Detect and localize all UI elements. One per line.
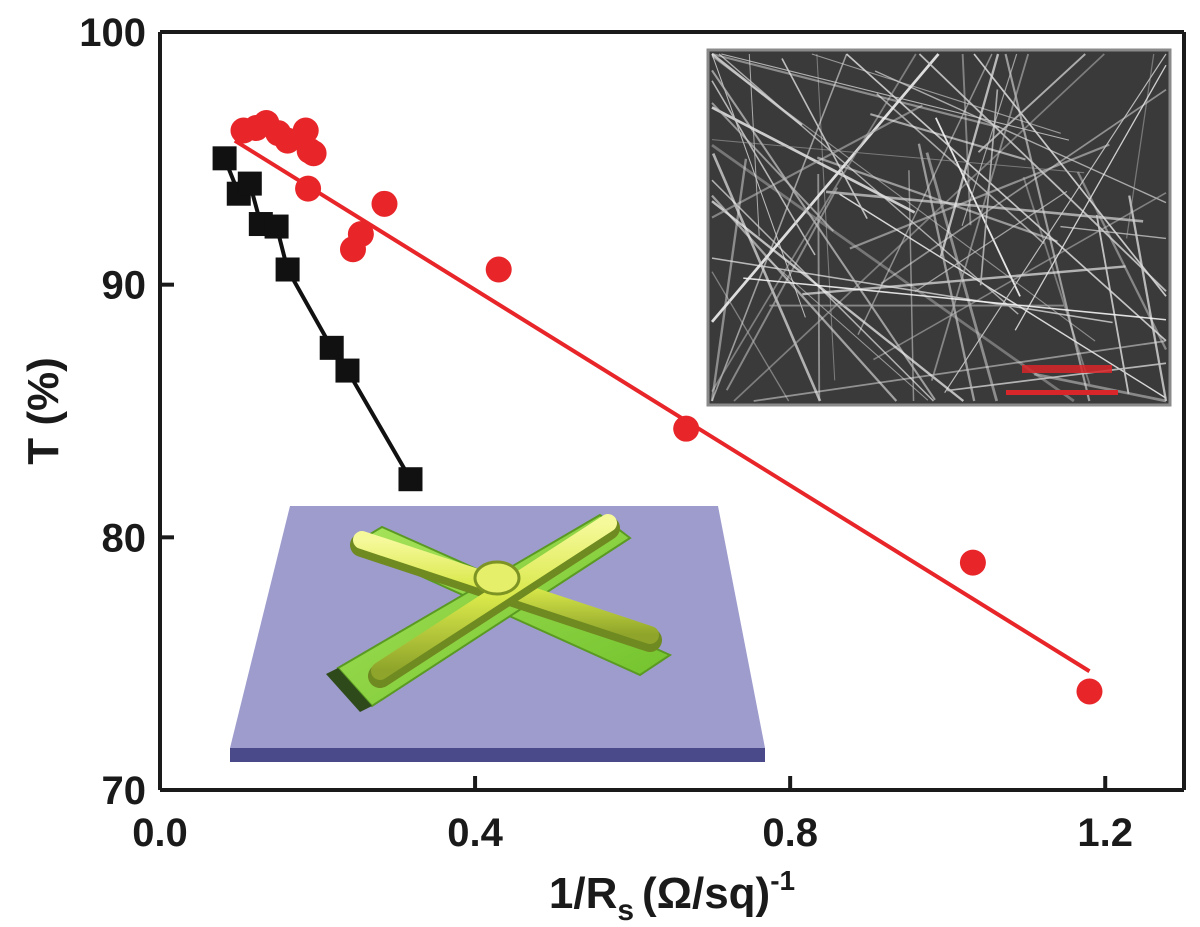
y-axis-ticks: 70 80 90 100 <box>79 11 174 813</box>
nanowire <box>918 53 1167 292</box>
nanowire <box>711 102 835 232</box>
nanowire <box>816 53 836 381</box>
nanowire <box>977 53 1086 153</box>
base-strip-shadow <box>326 668 372 712</box>
series-0-point <box>237 171 262 196</box>
substrate-side <box>230 748 765 762</box>
sem-inset <box>706 48 1172 407</box>
nanowire-b-highlight <box>371 514 617 680</box>
nanowire <box>711 143 1075 403</box>
series-0-point <box>398 467 423 492</box>
y-axis-title: T (%) <box>19 357 68 465</box>
scale-bar <box>1006 390 1118 395</box>
nanowire <box>811 53 1061 134</box>
series-0-point <box>335 358 360 383</box>
series-0-point <box>264 214 289 239</box>
nanowire <box>839 193 1167 399</box>
nanowire <box>914 190 1068 293</box>
x-axis-title-unit: (Ω/sq) <box>642 869 770 918</box>
nanowire <box>880 88 1167 285</box>
plot-frame <box>158 30 1186 792</box>
y-tick-label: 80 <box>102 516 147 560</box>
nanowire <box>718 53 1019 315</box>
nanowire <box>1095 214 1130 395</box>
nanowire <box>748 53 760 237</box>
nanowire <box>711 52 1000 129</box>
nanowire <box>711 106 916 214</box>
nanowire <box>870 113 1026 161</box>
nanowire <box>711 80 816 256</box>
nanowire-network <box>710 52 1168 403</box>
nanowire <box>711 104 923 219</box>
nanowire <box>711 139 1085 174</box>
nanowire <box>1060 225 1167 240</box>
x-axis-title-exponent: -1 <box>770 865 795 896</box>
nanowire <box>825 190 1144 223</box>
y-tick-label: 90 <box>102 264 147 308</box>
x-axis-title-subscript: s <box>617 894 634 927</box>
x-tick-label: 1.2 <box>1077 811 1133 855</box>
series-1-point <box>347 221 374 248</box>
nanowire <box>711 200 965 402</box>
nanowire <box>710 158 748 402</box>
nanowire <box>711 53 806 318</box>
nanowire <box>1128 195 1168 402</box>
nanowire <box>711 194 898 402</box>
nanowire <box>961 53 1018 226</box>
series-1-point <box>295 175 322 202</box>
x-tick-label: 0.4 <box>447 811 503 855</box>
nanowire <box>947 362 1167 392</box>
series-0-point <box>275 257 300 282</box>
series-1-fit-line <box>233 138 1091 673</box>
junction-schematic-inset <box>230 506 765 762</box>
series-1-point <box>1076 678 1103 705</box>
nanowire <box>711 153 822 402</box>
nanowire <box>961 53 972 226</box>
y-tick-label: 100 <box>79 11 146 55</box>
nanowire <box>1034 372 1167 403</box>
nanowire <box>816 156 1058 243</box>
x-tick-label: 0.0 <box>132 811 188 855</box>
nanowire <box>930 53 1030 381</box>
series-1-point <box>673 415 700 442</box>
nanowire <box>1014 64 1167 331</box>
scale-bar-label <box>1022 365 1112 373</box>
series-1-point <box>485 256 512 283</box>
y-tick-label: 70 <box>102 769 147 813</box>
junction-weld <box>473 560 521 596</box>
nanowire <box>1076 171 1168 351</box>
nanowire <box>1125 53 1155 239</box>
nanowire <box>781 58 868 220</box>
series-1-point <box>300 140 327 167</box>
nanowire <box>939 53 1000 257</box>
nanowire <box>743 277 1167 321</box>
nanowire <box>874 70 1167 204</box>
series-0-point <box>212 146 237 171</box>
x-axis-title: 1/Rs (Ω/sq)-1 <box>549 865 795 927</box>
nanowire <box>845 53 1167 342</box>
nanowire <box>973 53 1167 297</box>
series-1-point <box>292 117 319 144</box>
x-axis-ticks: 0.0 0.4 0.8 1.2 <box>132 776 1133 855</box>
series-1-point <box>959 549 986 576</box>
nanowire <box>725 187 839 391</box>
x-tick-label: 0.8 <box>762 811 818 855</box>
nanowire <box>711 53 917 393</box>
nanowire <box>711 53 848 402</box>
nanowire <box>917 143 976 402</box>
nanowire <box>849 143 1110 250</box>
series-layer <box>212 109 1103 705</box>
nanowire <box>711 271 790 402</box>
nanowire <box>944 53 1167 394</box>
substrate-top <box>230 506 765 748</box>
series-0-point <box>319 335 344 360</box>
x-axis-title-main: 1/R <box>549 869 617 918</box>
series-1-point <box>371 190 398 217</box>
